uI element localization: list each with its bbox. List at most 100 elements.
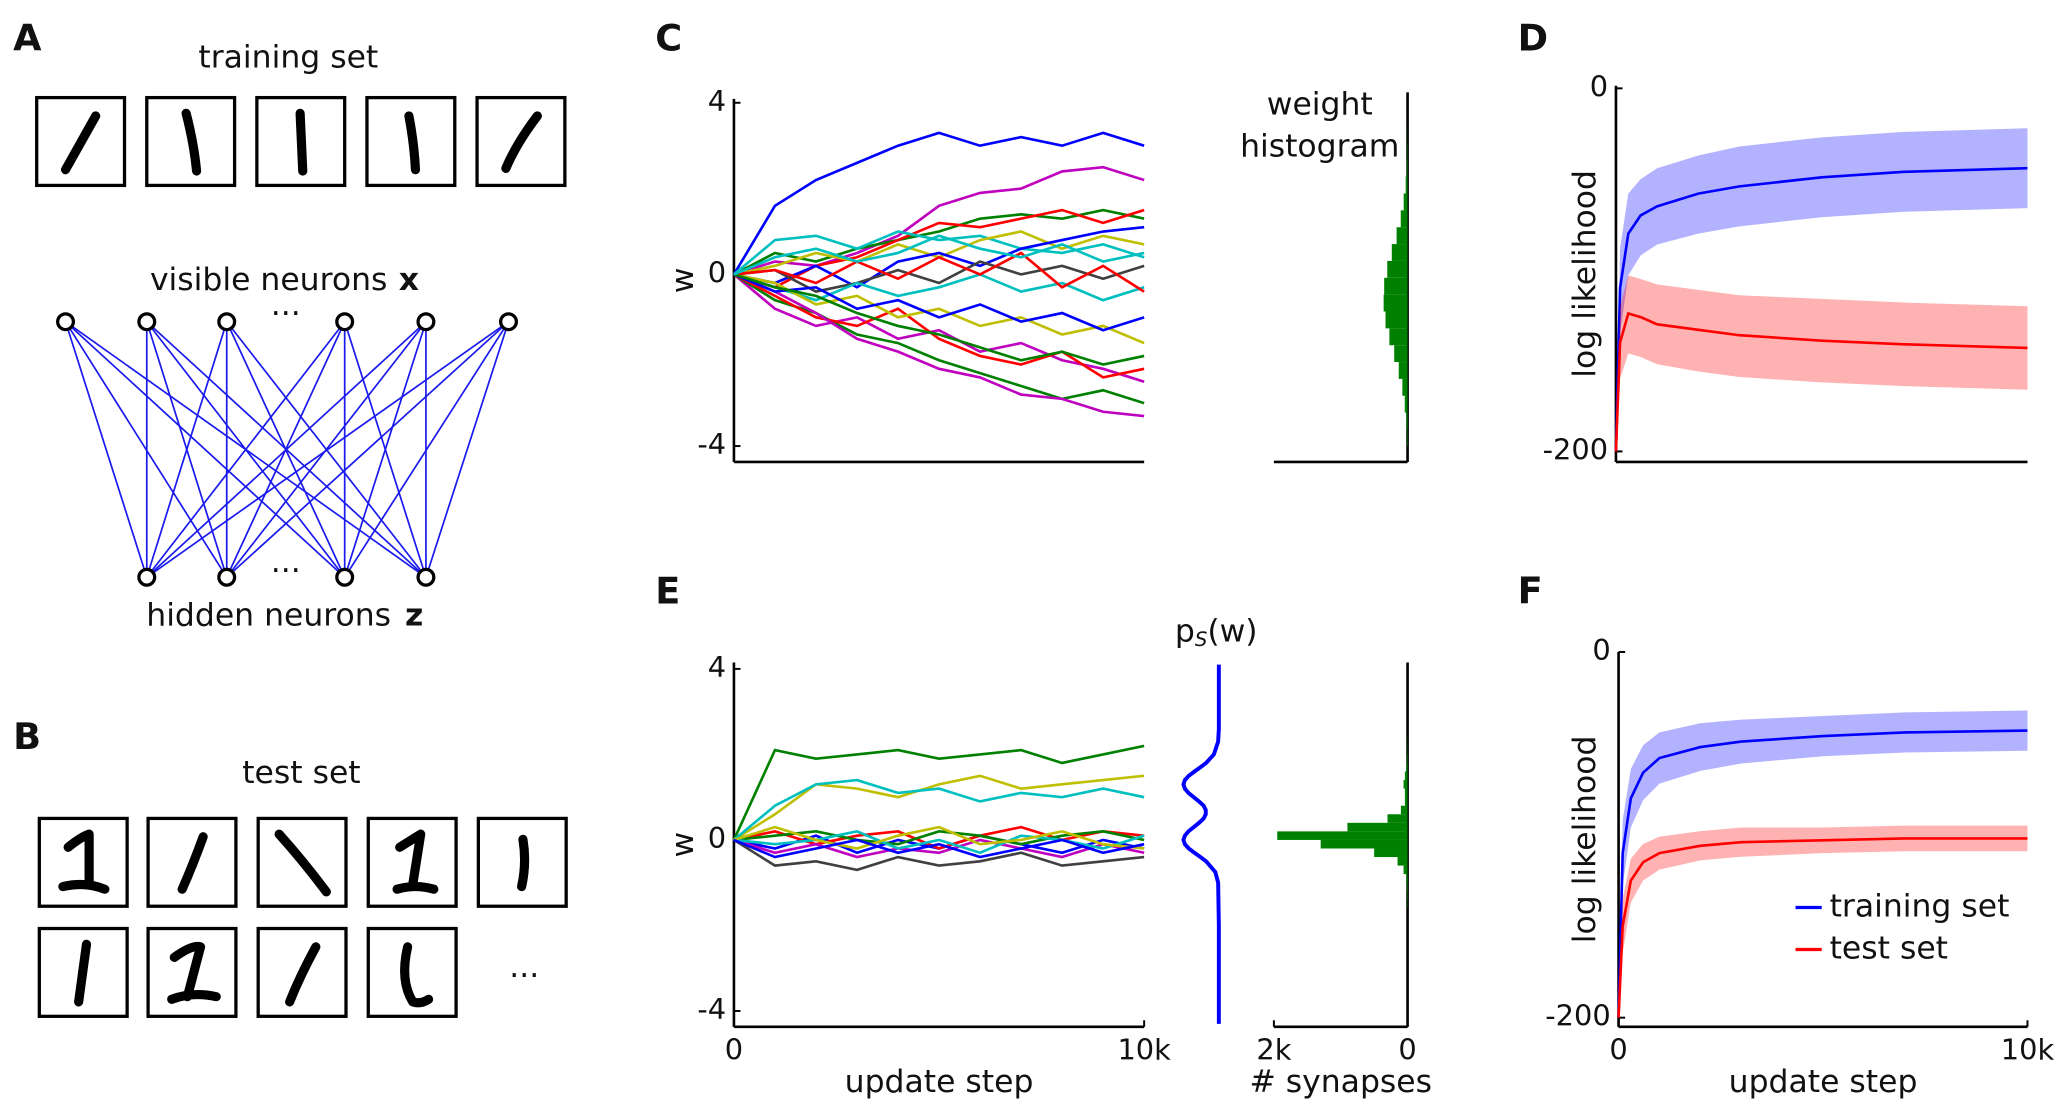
series-line — [733, 273, 1145, 383]
series-line — [733, 825, 1145, 850]
histogram-bar — [1404, 771, 1408, 781]
visible-neuron — [137, 312, 157, 332]
panel-letter: B — [13, 715, 41, 758]
digit — [285, 942, 321, 1007]
histogram-bar — [1347, 822, 1408, 832]
digit — [295, 108, 308, 176]
test-set-title: test set — [242, 755, 360, 791]
panel-letter: C — [655, 16, 682, 59]
histogram-title: histogram — [1240, 128, 1399, 164]
series-line — [733, 165, 1145, 276]
y-tick-label: -200 — [1543, 432, 1608, 466]
synapse — [146, 321, 509, 578]
synapse — [343, 321, 427, 578]
legend-label: test set — [1830, 930, 1948, 966]
error-band — [1615, 128, 2028, 452]
x-axis-label: # synapses — [1249, 1064, 1432, 1100]
y-tick-label: 4 — [708, 84, 726, 118]
y-axis-label: log likelihood — [1567, 736, 1603, 944]
y-tick-label: 0 — [708, 255, 726, 289]
synapse — [64, 321, 346, 578]
histogram-bar — [1407, 891, 1408, 900]
histogram-bar — [1389, 328, 1408, 346]
histogram-bar — [1406, 412, 1408, 430]
y-tick-label: -4 — [697, 427, 726, 461]
histogram-bar — [1391, 244, 1408, 261]
histogram-bar — [1406, 874, 1408, 883]
digit — [404, 111, 421, 175]
visible-symbol: x — [399, 262, 419, 298]
series-line — [1617, 837, 2028, 1018]
x-axis-label: update step — [845, 1064, 1034, 1100]
series-line — [733, 838, 1145, 859]
visible-neuron — [416, 312, 436, 332]
visible-neuron — [217, 312, 237, 332]
series-line — [1617, 729, 2028, 1018]
series-line — [733, 225, 1145, 289]
panel-letter: A — [13, 16, 42, 59]
y-tick-label: 0 — [1590, 69, 1608, 103]
panel-letter: D — [1518, 16, 1548, 59]
x-tick-label: 2k — [1256, 1033, 1291, 1067]
x-tick-label: 0 — [1398, 1033, 1416, 1067]
digit — [501, 111, 542, 173]
series-line — [733, 273, 1145, 379]
hidden-neuron — [335, 567, 355, 587]
series-line — [733, 260, 1145, 293]
error-band — [1615, 275, 2028, 452]
density-title-rest: (w) — [1207, 613, 1257, 649]
synapse — [343, 321, 510, 578]
series-line — [733, 778, 1145, 841]
histogram-bar — [1277, 831, 1408, 840]
histogram-bar — [1400, 210, 1408, 228]
histogram-bar — [1394, 345, 1408, 363]
hidden-symbol: z — [405, 598, 423, 634]
series-line — [733, 273, 1145, 366]
digit — [58, 829, 110, 894]
digit — [274, 829, 331, 897]
series-line — [733, 208, 1145, 289]
histogram-bar — [1387, 260, 1408, 278]
histogram-bar — [1403, 193, 1408, 211]
series-line — [732, 131, 1145, 276]
histogram-bar — [1404, 797, 1408, 806]
visible-label: visible neurons — [150, 262, 387, 298]
histogram-bar — [1405, 176, 1408, 194]
visible-neuron — [56, 312, 76, 332]
synapse — [425, 321, 510, 578]
digit — [167, 941, 221, 1004]
digit-box — [37, 816, 129, 908]
series-line — [733, 825, 1145, 850]
series-line — [733, 273, 1145, 332]
hidden-label: hidden neurons — [146, 598, 391, 634]
series-line — [733, 234, 1145, 276]
series-line — [1614, 166, 2028, 452]
series-line — [733, 830, 1145, 855]
series-line — [733, 838, 1145, 872]
series-line — [733, 774, 1145, 842]
series-line — [1614, 311, 2028, 452]
histogram-bar — [1387, 814, 1408, 823]
synapse — [146, 321, 427, 578]
hidden-ellipsis: ··· — [271, 553, 301, 589]
digit — [517, 834, 530, 892]
y-tick-label: -200 — [1545, 999, 1610, 1033]
y-axis-label: log likelihood — [1567, 170, 1603, 378]
legend-label: training set — [1830, 889, 2010, 925]
histogram-bar — [1404, 395, 1408, 413]
histogram-bar — [1406, 882, 1408, 892]
density-title: pS(w) — [1175, 613, 1258, 650]
series-line — [733, 838, 1145, 859]
digit — [392, 829, 439, 894]
x-axis-label: update step — [1729, 1064, 1918, 1100]
hidden-neuron — [217, 567, 237, 587]
histogram-bar — [1320, 839, 1408, 849]
histogram-bar — [1397, 857, 1408, 866]
histogram-bar — [1407, 429, 1408, 447]
series-line — [733, 251, 1145, 293]
digit — [74, 939, 92, 1007]
digit — [60, 111, 101, 175]
density-title-main: p — [1175, 613, 1195, 649]
histogram-bar — [1406, 762, 1408, 772]
